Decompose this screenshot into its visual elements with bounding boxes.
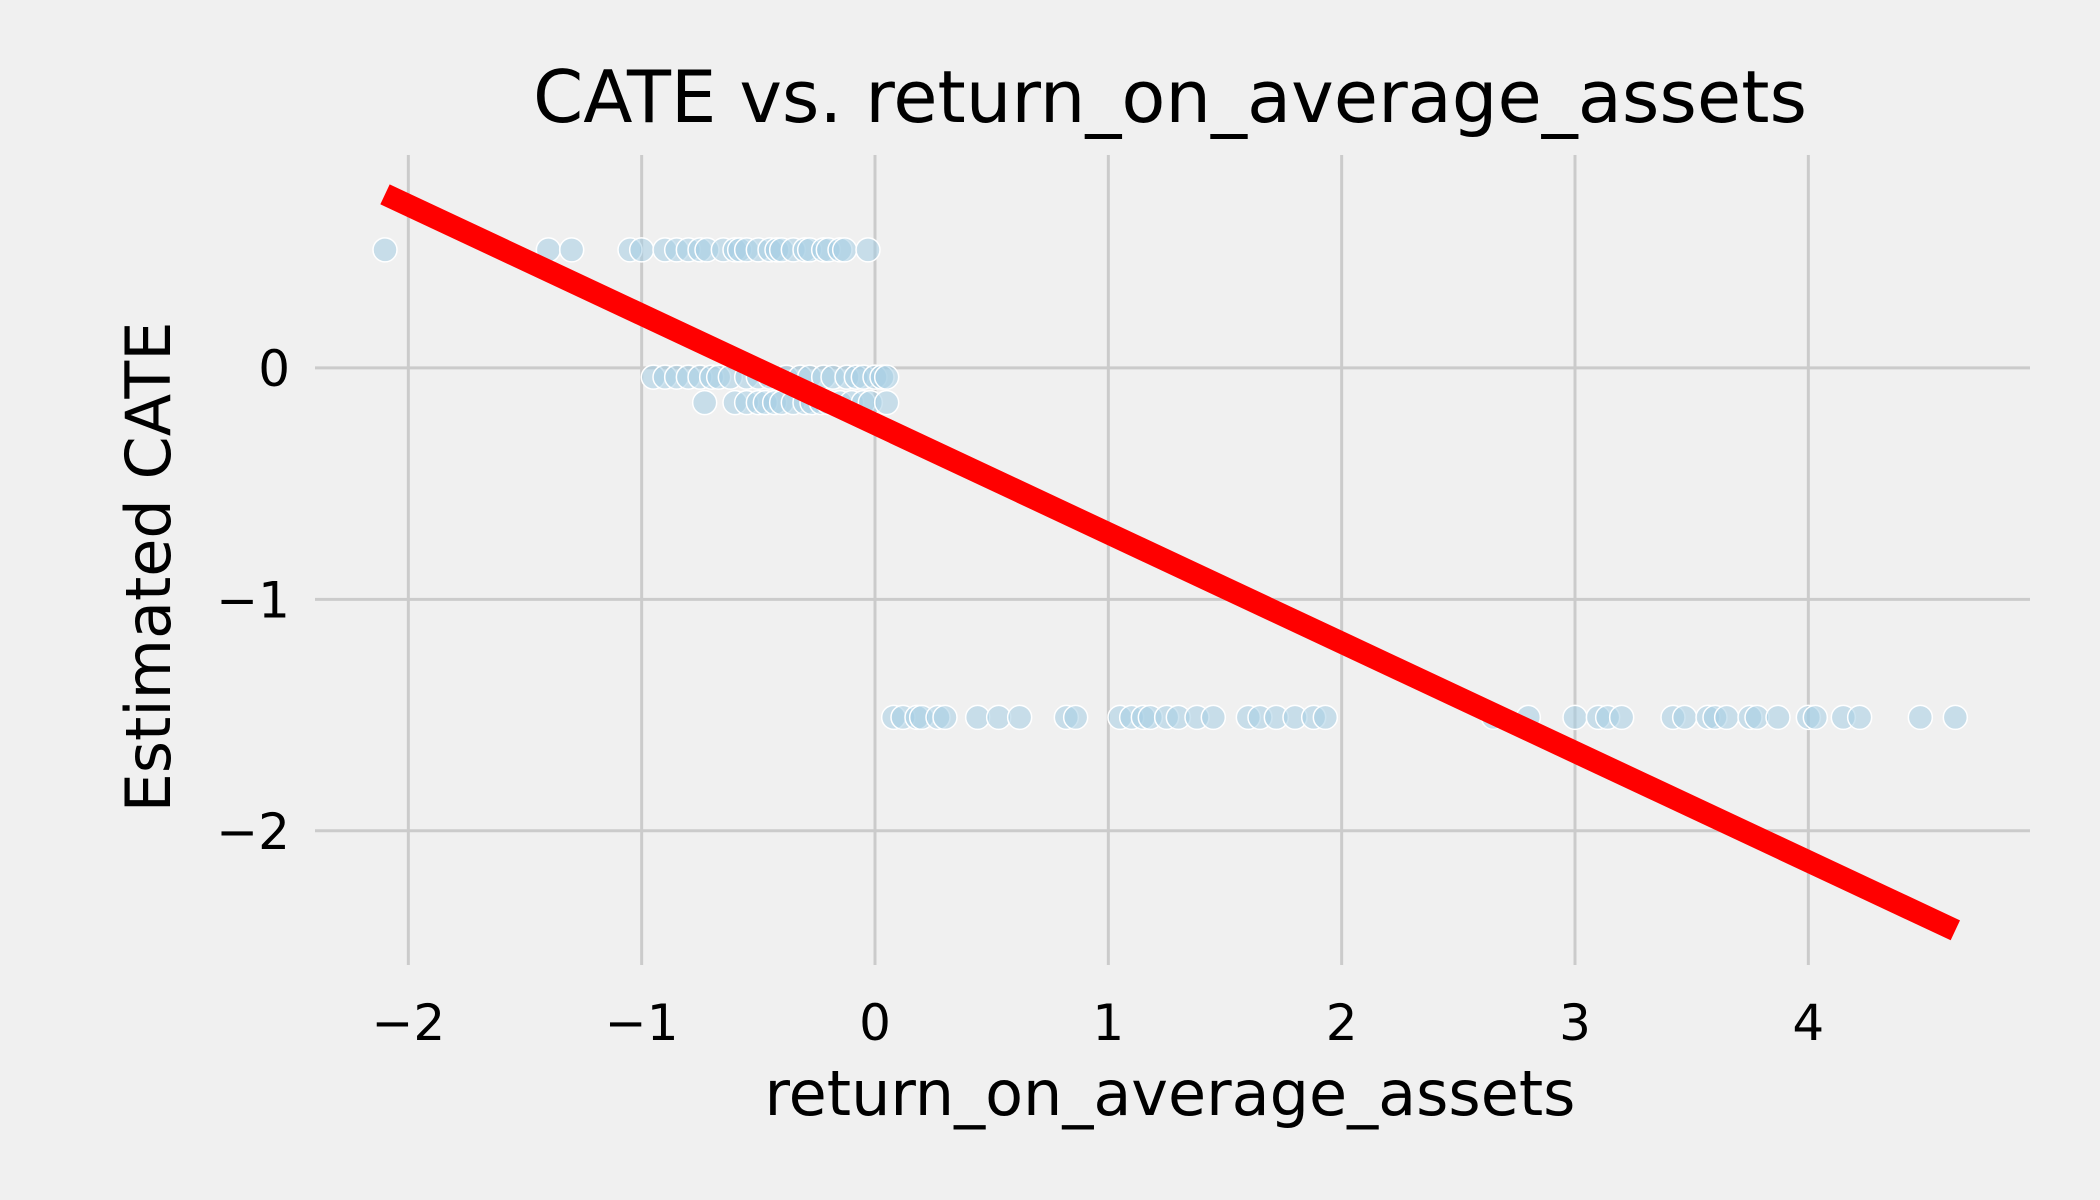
data-point (932, 704, 958, 731)
data-point (628, 237, 655, 263)
data-point (1312, 704, 1339, 731)
x-tick-label: 1 (1092, 994, 1124, 1052)
data-point (558, 237, 585, 263)
data-point (1942, 704, 1969, 731)
x-tick-label: −2 (371, 994, 445, 1052)
data-point (1713, 704, 1740, 731)
data-point (1608, 704, 1635, 731)
fit-line (380, 184, 1961, 941)
x-tick-label: 3 (1559, 994, 1591, 1052)
data-point (1562, 704, 1588, 731)
data-point (1006, 704, 1033, 731)
data-point (855, 237, 881, 263)
data-point (1062, 704, 1089, 731)
x-tick-label: 0 (859, 994, 891, 1052)
x-tick-label: 2 (1326, 994, 1358, 1052)
y-tick-label: 0 (258, 340, 290, 398)
x-tick-label: 4 (1792, 994, 1824, 1052)
data-point (873, 364, 900, 390)
data-point (1907, 704, 1934, 731)
data-point (1846, 704, 1873, 731)
y-axis-label: Estimated CATE (112, 322, 185, 813)
x-tick-label: −1 (605, 994, 679, 1052)
data-point (372, 237, 398, 263)
data-point (873, 389, 900, 416)
y-tick-label: −1 (216, 571, 290, 629)
data-point (831, 237, 858, 263)
x-axis-label: return_on_average_assets (765, 1057, 1576, 1130)
data-point (1802, 704, 1829, 731)
data-point (691, 389, 718, 416)
y-tick-label: −2 (216, 803, 290, 861)
data-point (1765, 704, 1791, 731)
data-point (1671, 704, 1698, 731)
data-point (1200, 704, 1227, 731)
chart-title: CATE vs. return_on_average_assets (533, 55, 1807, 139)
